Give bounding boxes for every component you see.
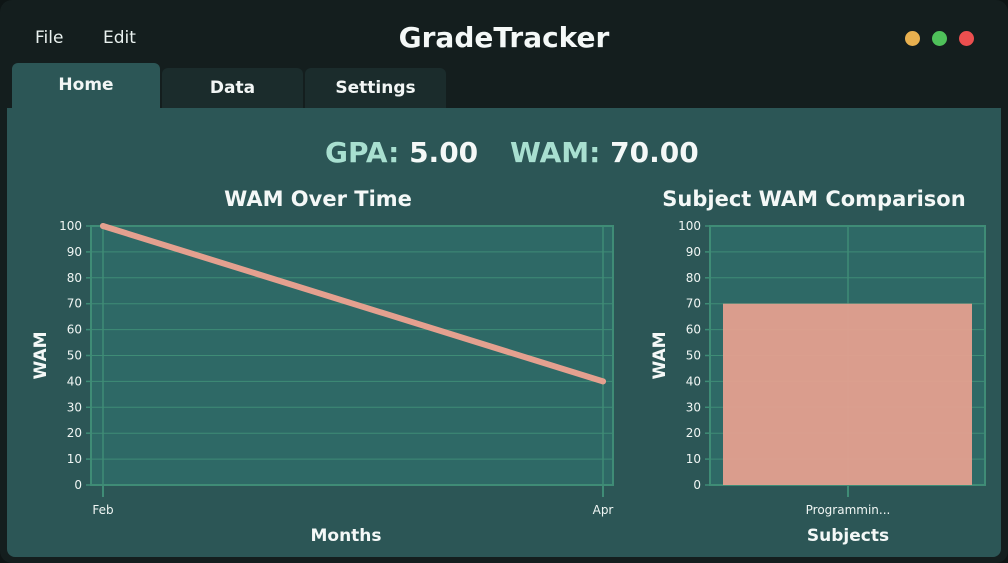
wam-value: 70.00	[610, 136, 699, 169]
y-tick-label: 100	[59, 219, 82, 233]
bar-chart-title: Subject WAM Comparison	[662, 187, 966, 211]
y-tick-label: 20	[67, 426, 82, 440]
wam-label: WAM:	[510, 136, 601, 169]
x-tick-label: Programmin...	[806, 503, 891, 517]
series-line	[100, 223, 606, 385]
y-tick-label: 60	[67, 323, 82, 337]
y-tick-label: 0	[693, 478, 701, 492]
tab-data[interactable]: Data	[162, 68, 303, 108]
y-axis-label: WAM	[31, 331, 51, 379]
y-tick-label: 40	[67, 374, 82, 388]
y-tick-label: 50	[686, 349, 701, 363]
y-tick-label: 30	[686, 400, 701, 414]
gpa-stat: GPA: 5.00	[325, 133, 478, 173]
y-tick-label: 100	[678, 219, 701, 233]
y-tick-label: 50	[67, 349, 82, 363]
tab-settings[interactable]: Settings	[305, 68, 446, 108]
y-tick-label: 80	[67, 271, 82, 285]
x-tick-label: Feb	[92, 503, 113, 517]
minimize-button[interactable]	[905, 31, 920, 46]
x-axis-label: Subjects	[807, 526, 889, 546]
maximize-button[interactable]	[932, 31, 947, 46]
wam-stat: WAM: 70.00	[510, 133, 699, 173]
x-tick-label: Apr	[593, 503, 614, 517]
y-tick-label: 20	[686, 426, 701, 440]
y-tick-label: 0	[74, 478, 82, 492]
line-chart-title: WAM Over Time	[224, 187, 412, 211]
data-point	[600, 378, 606, 385]
y-tick-label: 70	[67, 297, 82, 311]
menu-edit[interactable]: Edit	[103, 28, 136, 48]
plot-border	[90, 225, 614, 486]
y-tick-label: 70	[686, 297, 701, 311]
y-tick-label: 90	[686, 245, 701, 259]
app-title: GradeTracker	[398, 21, 610, 54]
data-point	[100, 223, 106, 229]
y-tick-label: 40	[686, 374, 701, 388]
bar	[723, 303, 972, 485]
y-tick-label: 80	[686, 271, 701, 285]
gpa-label: GPA:	[325, 136, 400, 169]
gpa-value: 5.00	[409, 136, 479, 169]
y-tick-label: 10	[686, 452, 701, 466]
tab-home[interactable]: Home	[12, 63, 160, 110]
y-tick-label: 30	[67, 400, 82, 414]
close-button[interactable]	[959, 31, 974, 46]
y-axis-label: WAM	[650, 331, 670, 379]
menu-file[interactable]: File	[35, 28, 64, 48]
x-axis-label: Months	[310, 526, 381, 546]
y-tick-label: 90	[67, 245, 82, 259]
y-tick-label: 60	[686, 323, 701, 337]
y-tick-label: 10	[67, 452, 82, 466]
